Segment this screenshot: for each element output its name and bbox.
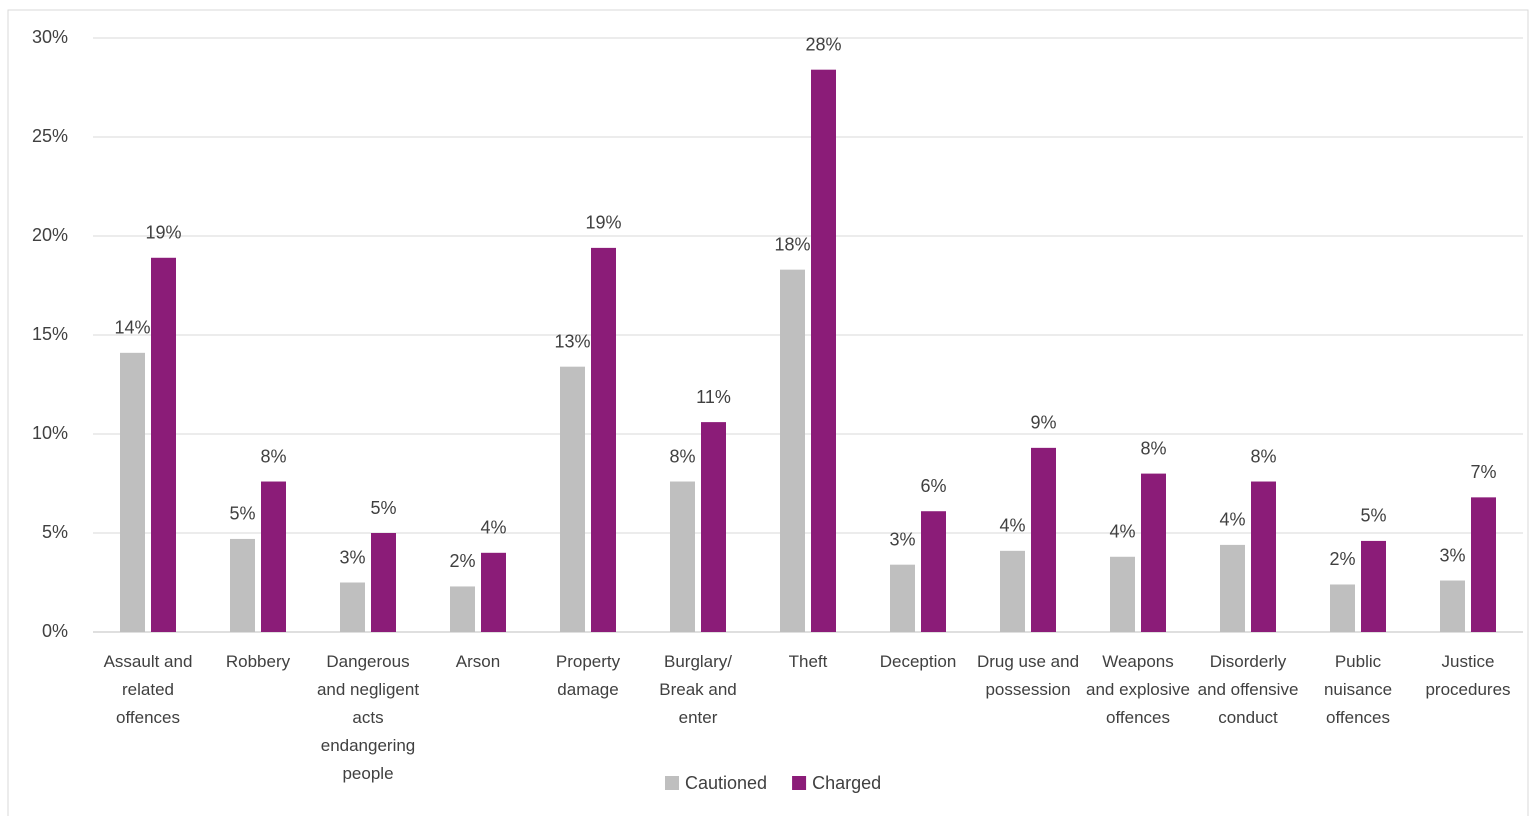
- x-tick-label: Public nuisance offences: [1323, 652, 1393, 727]
- bar: [371, 533, 396, 632]
- bar: [591, 247, 616, 632]
- x-tick-label: Deception: [879, 652, 957, 671]
- value-label: 4%: [1109, 522, 1135, 542]
- y-tick-label: 20%: [32, 225, 68, 245]
- y-tick-label: 0%: [42, 621, 68, 641]
- value-label: 14%: [114, 318, 150, 338]
- value-label: 18%: [774, 234, 810, 254]
- bar: [1220, 544, 1245, 632]
- x-tick-label: Weapons and explosive offences: [1086, 652, 1190, 727]
- value-label: 3%: [1439, 545, 1465, 565]
- bar: [701, 422, 726, 632]
- value-label: 4%: [1219, 510, 1245, 530]
- value-label: 5%: [370, 498, 396, 518]
- value-label: 4%: [999, 516, 1025, 536]
- value-label: 5%: [1360, 506, 1386, 526]
- x-tick-label: Dangerous and negligent acts endangering…: [316, 652, 420, 783]
- x-tick-label: Robbery: [225, 652, 291, 671]
- bar: [1471, 497, 1496, 632]
- bar: [1330, 584, 1355, 632]
- legend-swatch: [792, 776, 807, 790]
- bar: [921, 511, 946, 632]
- value-label: 19%: [585, 213, 621, 233]
- y-tick-label: 10%: [32, 423, 68, 443]
- value-label: 19%: [145, 223, 181, 243]
- value-label: 7%: [1470, 462, 1496, 482]
- bar: [230, 538, 255, 632]
- bar: [1000, 550, 1025, 632]
- x-tick-label: Property damage: [555, 652, 621, 699]
- y-tick-label: 5%: [42, 522, 68, 542]
- value-label: 5%: [229, 504, 255, 524]
- y-tick-label: 15%: [32, 324, 68, 344]
- bar: [340, 582, 365, 632]
- y-tick-label: 30%: [32, 27, 68, 47]
- x-tick-label: Burglary/ Break and enter: [659, 652, 737, 727]
- value-label: 2%: [1329, 549, 1355, 569]
- bar: [1141, 473, 1166, 632]
- value-label: 8%: [1140, 438, 1166, 458]
- bar: [261, 481, 286, 632]
- x-tick-label: Drug use and possession: [976, 652, 1080, 699]
- value-label: 8%: [260, 446, 286, 466]
- value-label: 6%: [920, 476, 946, 496]
- bar: [1031, 447, 1056, 632]
- legend-label: Charged: [812, 773, 881, 793]
- bar: [1440, 580, 1465, 632]
- bar: [780, 269, 805, 632]
- bar: [120, 352, 145, 632]
- x-tick-label: Theft: [788, 652, 828, 671]
- bar: [481, 552, 506, 632]
- x-tick-label: Justice procedures: [1425, 652, 1511, 699]
- value-label: 3%: [889, 529, 915, 549]
- legend-label: Cautioned: [685, 773, 767, 793]
- value-label: 4%: [480, 518, 506, 538]
- x-tick-label: Arson: [455, 652, 501, 671]
- legend-swatch: [665, 776, 679, 790]
- value-label: 8%: [1250, 446, 1276, 466]
- chart-frame: [7, 9, 1529, 816]
- value-label: 2%: [449, 551, 475, 571]
- bar: [560, 366, 585, 632]
- value-label: 9%: [1030, 413, 1056, 433]
- value-label: 3%: [339, 547, 365, 567]
- value-label: 8%: [669, 446, 695, 466]
- value-label: 11%: [696, 387, 731, 407]
- bar: [670, 481, 695, 632]
- bar: [1110, 556, 1135, 632]
- value-label: 28%: [805, 34, 841, 54]
- x-tick-label: Assault and related offences: [103, 652, 193, 727]
- bar: [890, 564, 915, 632]
- bar: [1251, 481, 1276, 632]
- y-tick-label: 25%: [32, 126, 68, 146]
- x-tick-label: Disorderly and offensive conduct: [1197, 652, 1299, 727]
- bar: [1361, 540, 1386, 632]
- value-label: 13%: [554, 331, 590, 351]
- bar: [151, 257, 176, 632]
- bar: [450, 586, 475, 632]
- bar: [811, 69, 836, 633]
